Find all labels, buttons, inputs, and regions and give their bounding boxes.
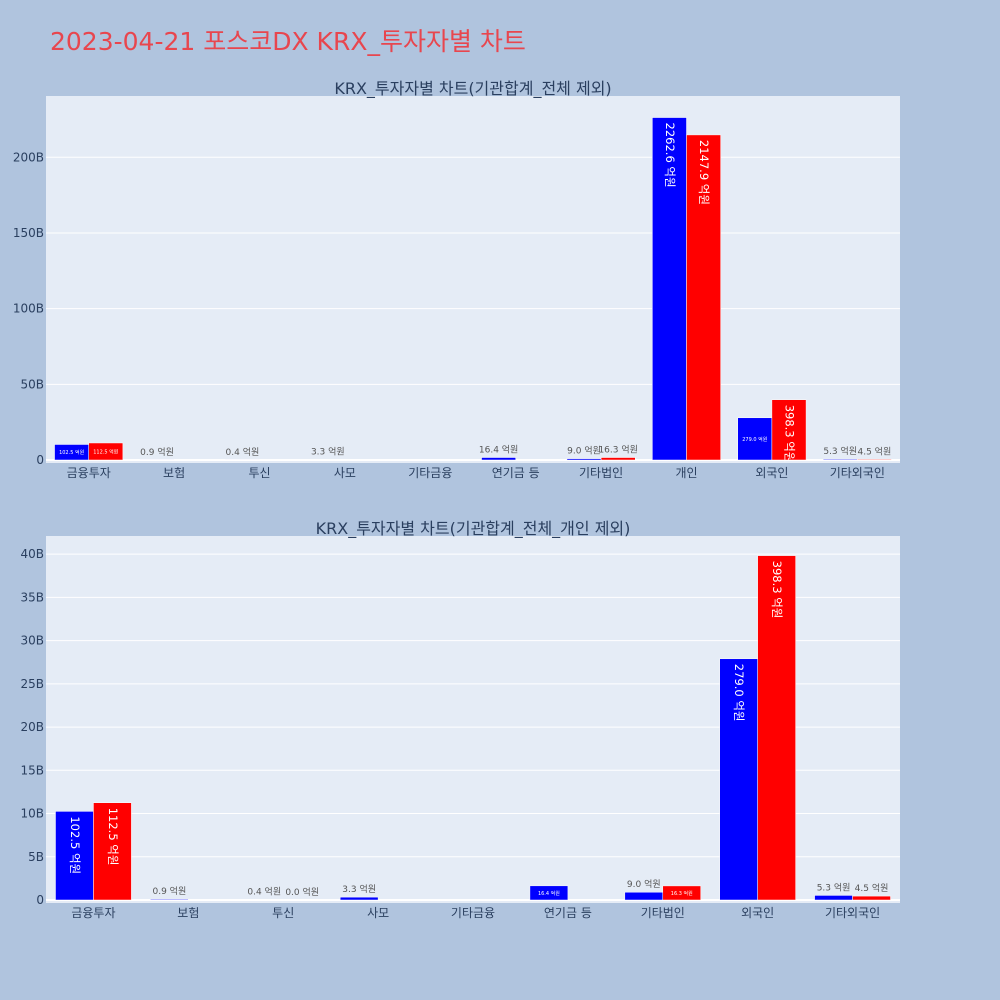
y-tick-label: 35B bbox=[20, 590, 44, 604]
data-label: 9.0 억원 bbox=[627, 878, 661, 890]
data-label: 16.4 억원 bbox=[538, 890, 560, 897]
data-label: 398.3 억원 bbox=[770, 561, 784, 619]
y-tick-label: 0 bbox=[36, 893, 44, 907]
x-tick-label: 보험 bbox=[163, 466, 185, 480]
data-label: 279.0 억원 bbox=[742, 436, 768, 443]
y-tick-label: 15B bbox=[20, 763, 44, 777]
data-label: 102.5 억원 bbox=[68, 816, 82, 874]
data-label: 112.5 억원 bbox=[93, 448, 119, 455]
x-tick-label: 금융투자 bbox=[71, 906, 115, 920]
x-tick-label: 외국인 bbox=[755, 466, 788, 480]
data-label: 5.3 억원 bbox=[817, 881, 851, 893]
x-tick-label: 기타외국인 bbox=[825, 906, 880, 920]
bar bbox=[662, 885, 701, 901]
bar bbox=[857, 459, 892, 461]
data-label: 3.3 억원 bbox=[311, 446, 345, 458]
x-tick-label: 사모 bbox=[334, 466, 356, 480]
bar bbox=[339, 896, 379, 901]
x-tick-label: 기타금융 bbox=[451, 906, 495, 920]
data-label: 398.3 억원 bbox=[782, 405, 796, 463]
data-label: 16.3 억원 bbox=[671, 890, 693, 897]
bar bbox=[481, 457, 516, 461]
bar bbox=[822, 458, 858, 461]
x-tick-label: 연기금 등 bbox=[492, 466, 540, 480]
x-tick-label: 외국인 bbox=[741, 906, 774, 920]
data-label: 9.0 억원 bbox=[567, 445, 601, 457]
y-tick-label: 40B bbox=[20, 547, 44, 561]
y-tick-label: 5B bbox=[28, 850, 44, 864]
data-label: 16.3 억원 bbox=[598, 444, 637, 456]
x-tick-label: 보험 bbox=[177, 906, 199, 920]
chart-title: KRX_투자자별 차트(기관합계_전체 제외) bbox=[334, 79, 611, 99]
x-tick-label: 투신 bbox=[248, 466, 270, 480]
data-label: 279.0 억원 bbox=[732, 664, 746, 722]
data-label: 16.4 억원 bbox=[479, 444, 518, 456]
bar bbox=[150, 898, 189, 901]
data-label: 0.4 억원 bbox=[226, 446, 260, 458]
data-label: 4.5 억원 bbox=[855, 882, 889, 894]
page-title: 2023-04-21 포스코DX KRX_투자자별 차트 bbox=[50, 27, 526, 56]
bar bbox=[529, 885, 569, 901]
bar bbox=[93, 802, 132, 901]
x-tick-label: 투신 bbox=[272, 906, 294, 920]
bar bbox=[566, 458, 602, 461]
y-tick-label: 25B bbox=[20, 677, 44, 691]
data-label: 0.9 억원 bbox=[140, 446, 174, 458]
bar bbox=[55, 811, 94, 901]
data-label: 102.5 억원 bbox=[59, 449, 85, 456]
bar bbox=[771, 399, 807, 461]
y-tick-label: 150B bbox=[13, 226, 44, 240]
data-label: 0.9 억원 bbox=[152, 885, 186, 897]
x-tick-label: 기타법인 bbox=[641, 906, 685, 920]
y-tick-label: 0 bbox=[36, 453, 44, 467]
data-label: 2147.9 억원 bbox=[697, 140, 711, 205]
y-tick-label: 200B bbox=[13, 150, 44, 164]
data-label: 0.0 억원 bbox=[285, 886, 319, 898]
data-label: 2262.6 억원 bbox=[663, 123, 677, 188]
x-tick-label: 연기금 등 bbox=[544, 906, 592, 920]
x-tick-label: 사모 bbox=[367, 906, 389, 920]
chart-title: KRX_투자자별 차트(기관합계_전체_개인 제외) bbox=[316, 519, 631, 539]
data-label: 112.5 억원 bbox=[106, 808, 120, 866]
bar bbox=[757, 555, 796, 901]
bar bbox=[600, 457, 636, 461]
y-tick-label: 100B bbox=[13, 302, 44, 316]
x-tick-label: 개인 bbox=[675, 466, 697, 480]
bar bbox=[852, 895, 891, 901]
data-label: 4.5 억원 bbox=[858, 445, 892, 457]
x-tick-label: 금융투자 bbox=[67, 466, 111, 480]
x-tick-label: 기타외국인 bbox=[830, 466, 885, 480]
bar bbox=[719, 658, 758, 901]
bar bbox=[88, 442, 124, 461]
chart-bottom: KRX_투자자별 차트(기관합계_전체_개인 제외) 0 5B 10B 15B 20B 25… bbox=[20, 519, 900, 920]
y-tick-label: 50B bbox=[20, 377, 44, 391]
bar bbox=[814, 895, 853, 901]
y-tick-label: 30B bbox=[20, 634, 44, 648]
data-label: 5.3 억원 bbox=[823, 445, 857, 457]
bar bbox=[686, 134, 721, 461]
bar bbox=[624, 891, 664, 901]
y-tick-label: 20B bbox=[20, 720, 44, 734]
x-tick-label: 기타법인 bbox=[579, 466, 623, 480]
chart-top: KRX_투자자별 차트(기관합계_전체 제외) 0 50B 100B 150B 200B 금… bbox=[13, 79, 900, 480]
data-label: 0.4 억원 bbox=[247, 886, 281, 898]
data-label: 3.3 억원 bbox=[342, 883, 376, 895]
y-tick-label: 10B bbox=[20, 807, 44, 821]
x-tick-label: 기타금융 bbox=[408, 466, 452, 480]
